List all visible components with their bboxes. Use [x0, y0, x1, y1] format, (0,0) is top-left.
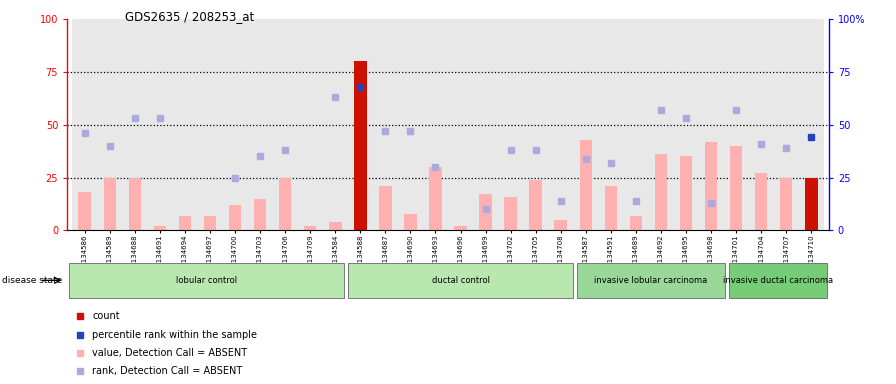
Text: ductal control: ductal control: [432, 276, 490, 285]
Bar: [123, 19, 147, 230]
Bar: [203, 216, 216, 230]
Bar: [423, 19, 448, 230]
Text: value, Detection Call = ABSENT: value, Detection Call = ABSENT: [92, 348, 247, 358]
Bar: [454, 226, 467, 230]
Bar: [79, 192, 91, 230]
Bar: [773, 19, 798, 230]
Bar: [398, 19, 423, 230]
Bar: [498, 19, 523, 230]
Bar: [573, 19, 599, 230]
Text: count: count: [92, 311, 120, 321]
Bar: [649, 19, 674, 230]
Bar: [755, 174, 767, 230]
Bar: [247, 19, 272, 230]
Text: invasive ductal carcinoma: invasive ductal carcinoma: [723, 276, 833, 285]
Bar: [580, 140, 592, 230]
Bar: [473, 19, 498, 230]
Text: percentile rank within the sample: percentile rank within the sample: [92, 329, 257, 339]
Bar: [504, 197, 517, 230]
Bar: [630, 216, 642, 230]
Bar: [172, 19, 197, 230]
Bar: [323, 19, 348, 230]
Bar: [104, 177, 116, 230]
Bar: [448, 19, 473, 230]
Text: GDS2635 / 208253_at: GDS2635 / 208253_at: [125, 10, 254, 23]
Bar: [599, 19, 624, 230]
Bar: [222, 19, 247, 230]
Bar: [699, 19, 724, 230]
Bar: [577, 263, 725, 298]
Bar: [530, 180, 542, 230]
Bar: [297, 19, 323, 230]
Bar: [555, 220, 567, 230]
Bar: [304, 226, 316, 230]
Bar: [98, 19, 123, 230]
Bar: [655, 154, 668, 230]
Bar: [178, 216, 191, 230]
Bar: [147, 19, 172, 230]
Bar: [780, 177, 792, 230]
Bar: [805, 177, 817, 230]
Bar: [329, 222, 341, 230]
Bar: [680, 157, 693, 230]
Bar: [749, 19, 773, 230]
Bar: [730, 146, 743, 230]
Bar: [548, 19, 573, 230]
Bar: [272, 19, 297, 230]
Bar: [729, 263, 827, 298]
Text: rank, Detection Call = ABSENT: rank, Detection Call = ABSENT: [92, 366, 243, 376]
Bar: [73, 19, 98, 230]
Bar: [279, 177, 291, 230]
Text: disease state: disease state: [2, 276, 62, 285]
Bar: [197, 19, 222, 230]
Bar: [379, 186, 392, 230]
Bar: [348, 19, 373, 230]
Bar: [404, 214, 417, 230]
Bar: [153, 226, 166, 230]
Bar: [228, 205, 241, 230]
Bar: [69, 263, 344, 298]
Text: invasive lobular carcinoma: invasive lobular carcinoma: [594, 276, 708, 285]
Bar: [354, 61, 366, 230]
Text: lobular control: lobular control: [177, 276, 237, 285]
Bar: [624, 19, 649, 230]
Bar: [479, 194, 492, 230]
Bar: [674, 19, 699, 230]
Bar: [429, 167, 442, 230]
Bar: [523, 19, 548, 230]
Bar: [798, 19, 823, 230]
Bar: [605, 186, 617, 230]
Bar: [724, 19, 749, 230]
Bar: [349, 263, 573, 298]
Bar: [705, 142, 718, 230]
Bar: [129, 177, 141, 230]
Bar: [254, 199, 266, 230]
Bar: [373, 19, 398, 230]
